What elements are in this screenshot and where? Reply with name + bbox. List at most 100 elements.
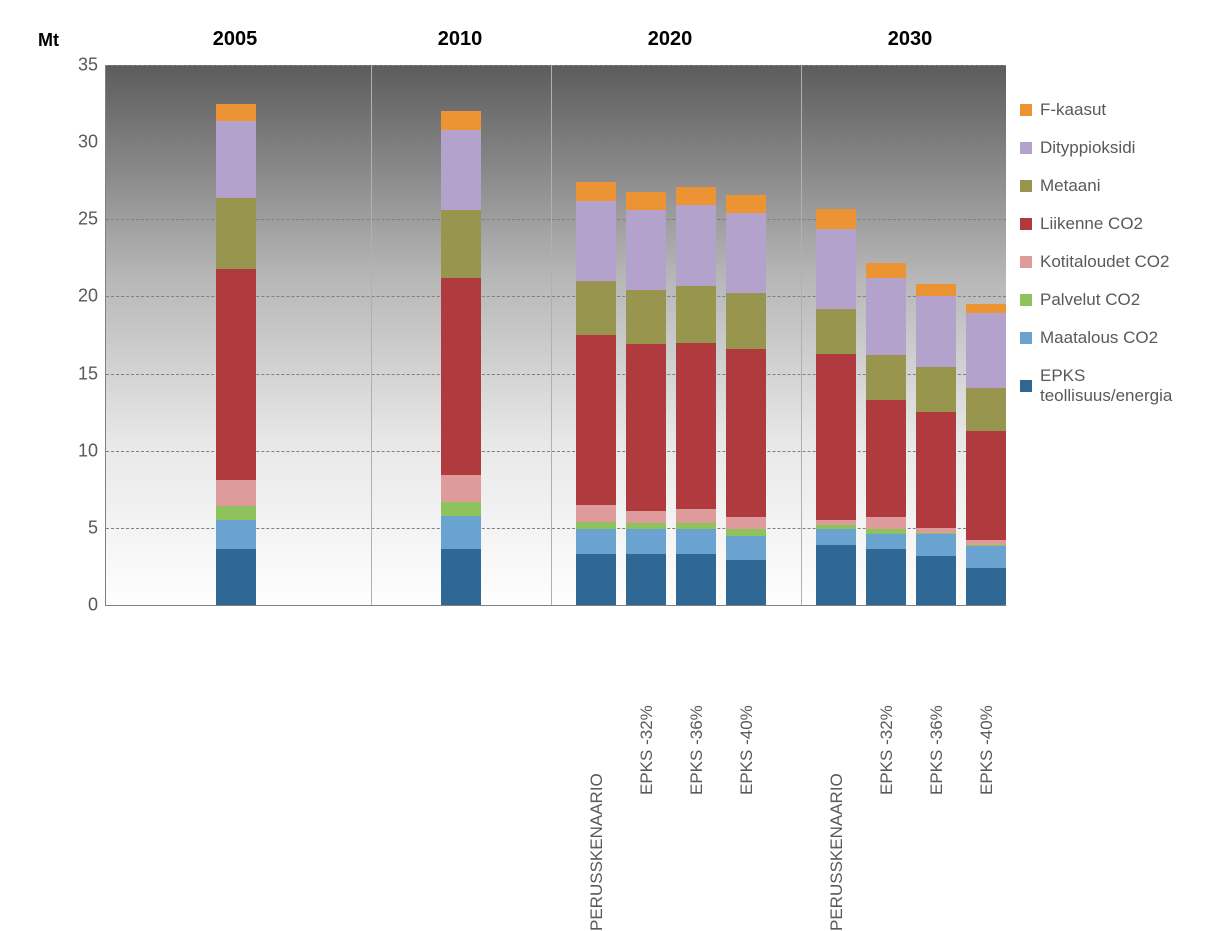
plot-area: 05101520253035 (105, 65, 1006, 606)
legend-swatch (1020, 294, 1032, 306)
bar-segment-dityppi (626, 210, 666, 290)
bar-segment-liikenne (626, 344, 666, 511)
bar-segment-liikenne (916, 412, 956, 528)
bar-segment-epks (916, 556, 956, 605)
bar-segment-maatalous (676, 529, 716, 554)
bar-segment-dityppi (966, 313, 1006, 387)
legend-item-metaani: Metaani (1020, 176, 1200, 196)
bar-segment-kotitaloudet (626, 511, 666, 523)
bar-segment-kotitaloudet (676, 509, 716, 523)
legend-item-palvelut: Palvelut CO2 (1020, 290, 1200, 310)
legend-label: Kotitaloudet CO2 (1040, 252, 1169, 272)
bar-segment-metaani (441, 210, 481, 278)
legend-label: Metaani (1040, 176, 1100, 196)
legend-swatch (1020, 256, 1032, 268)
legend-label: Palvelut CO2 (1040, 290, 1140, 310)
legend-swatch (1020, 218, 1032, 230)
bar-segment-maatalous (866, 534, 906, 549)
bar-segment-liikenne (966, 431, 1006, 541)
bar-segment-epks (966, 568, 1006, 605)
legend: F-kaasut Dityppioksidi Metaani Liikenne CO2… (1020, 100, 1200, 424)
stacked-bar (966, 304, 1006, 605)
bar-segment-fkaasut (216, 104, 256, 121)
x-axis-label: EPKS -36% (687, 705, 707, 795)
bar-segment-fkaasut (816, 209, 856, 229)
y-axis-label: Mt (38, 30, 59, 51)
y-tick-label: 5 (88, 517, 106, 538)
bar-segment-maatalous (726, 536, 766, 561)
y-tick-label: 30 (78, 132, 106, 153)
legend-swatch (1020, 142, 1032, 154)
legend-swatch (1020, 104, 1032, 116)
bar-segment-maatalous (441, 516, 481, 550)
stacked-bar (726, 195, 766, 605)
bar-segment-metaani (966, 388, 1006, 431)
x-axis-label: PERUSSKENAARIO (587, 773, 607, 931)
y-tick-label: 25 (78, 209, 106, 230)
bar-segment-maatalous (216, 520, 256, 549)
bar-segment-epks (576, 554, 616, 605)
bar-segment-maatalous (916, 534, 956, 556)
stacked-bar (441, 111, 481, 605)
bar-segment-liikenne (816, 354, 856, 521)
x-axis-label: EPKS -40% (977, 705, 997, 795)
legend-item-dityppi: Dityppioksidi (1020, 138, 1200, 158)
bar-segment-dityppi (216, 121, 256, 198)
bar-segment-kotitaloudet (866, 517, 906, 529)
bar-segment-fkaasut (726, 195, 766, 214)
emissions-stacked-bar-chart: Mt 2005201020202030 05101520253035 F-kaa… (20, 20, 1200, 840)
bar-segment-dityppi (441, 130, 481, 210)
stacked-bar (216, 104, 256, 605)
bar-segment-metaani (576, 281, 616, 335)
bar-segment-maatalous (816, 529, 856, 544)
legend-label: Liikenne CO2 (1040, 214, 1143, 234)
group-labels: 2005201020202030 (105, 28, 1005, 58)
group-separator (801, 65, 802, 605)
x-axis-label: EPKS -32% (637, 705, 657, 795)
bar-segment-metaani (216, 198, 256, 269)
bar-segment-metaani (816, 309, 856, 354)
legend-item-kotitaloudet: Kotitaloudet CO2 (1020, 252, 1200, 272)
legend-label: Maatalous CO2 (1040, 328, 1158, 348)
bar-segment-dityppi (726, 213, 766, 293)
bar-segment-epks (816, 545, 856, 605)
bar-segment-kotitaloudet (576, 505, 616, 522)
stacked-bar (626, 192, 666, 605)
stacked-bar (816, 209, 856, 605)
bar-segment-fkaasut (626, 192, 666, 211)
y-tick-label: 10 (78, 440, 106, 461)
bar-segment-epks (216, 549, 256, 605)
legend-item-fkaasut: F-kaasut (1020, 100, 1200, 120)
bar-segment-palvelut (441, 502, 481, 516)
x-axis-label: EPKS -32% (877, 705, 897, 795)
x-axis-label: PERUSSKENAARIO (827, 773, 847, 931)
bar-segment-maatalous (576, 529, 616, 554)
bar-segment-fkaasut (866, 263, 906, 278)
bar-segment-maatalous (966, 546, 1006, 568)
legend-item-epks: EPKS teollisuus/energia (1020, 366, 1200, 406)
stacked-bar (576, 182, 616, 605)
stacked-bar (916, 284, 956, 605)
bar-segment-fkaasut (576, 182, 616, 201)
y-tick-label: 35 (78, 55, 106, 76)
bar-segment-dityppi (676, 205, 716, 285)
group-label: 2030 (870, 28, 950, 51)
x-axis-label: EPKS -40% (737, 705, 757, 795)
bar-segment-maatalous (626, 529, 666, 554)
bar-segment-liikenne (576, 335, 616, 505)
bar-segment-epks (676, 554, 716, 605)
legend-swatch (1020, 332, 1032, 344)
legend-label: F-kaasut (1040, 100, 1106, 120)
bar-segment-epks (626, 554, 666, 605)
bar-segment-metaani (726, 293, 766, 349)
legend-swatch (1020, 380, 1032, 392)
bar-segment-dityppi (866, 278, 906, 355)
bar-segment-liikenne (441, 278, 481, 475)
bar-segment-kotitaloudet (216, 480, 256, 506)
legend-item-maatalous: Maatalous CO2 (1020, 328, 1200, 348)
bar-segment-fkaasut (916, 284, 956, 296)
bar-segment-fkaasut (676, 187, 716, 206)
bar-segment-epks (726, 560, 766, 605)
bar-segment-dityppi (816, 229, 856, 309)
gridline (106, 65, 1006, 66)
